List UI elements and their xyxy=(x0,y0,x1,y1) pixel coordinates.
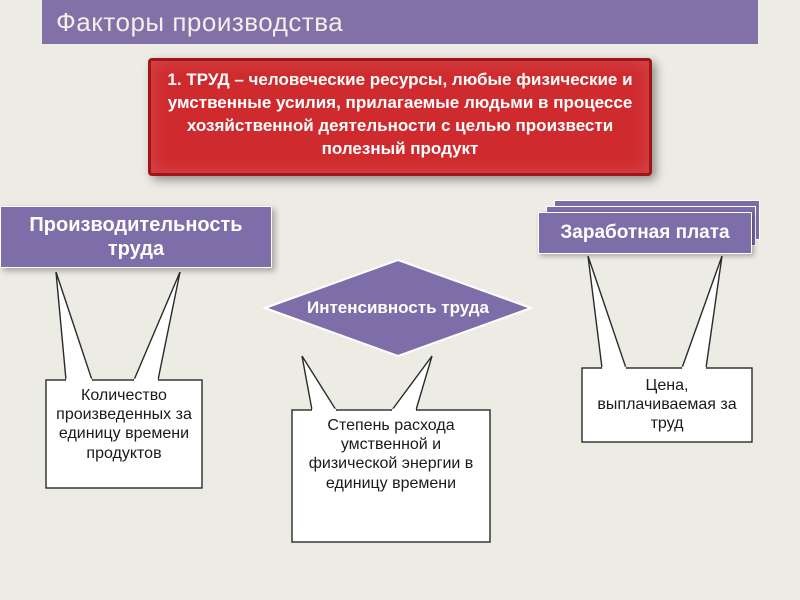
wage-box: Заработная плата xyxy=(538,212,752,254)
callout-quantity: Количество произведенных за единицу врем… xyxy=(38,268,238,508)
intensity-diamond: Интенсивность труда xyxy=(263,258,533,358)
labor-definition-box: 1. ТРУД – человеческие ресурсы, любые фи… xyxy=(148,58,652,176)
callout-expense: Степень расхода умственной и физической … xyxy=(282,356,522,566)
callout-price: Цена, выплачиваемая за труд xyxy=(564,250,784,480)
labor-rest: – человеческие ресурсы, любые физические… xyxy=(168,70,633,158)
intensity-label: Интенсивность труда xyxy=(263,258,533,358)
labor-lead: 1. ТРУД xyxy=(167,70,229,89)
page-title: Факторы производства xyxy=(42,0,758,44)
callout-price-text: Цена, выплачиваемая за труд xyxy=(588,376,746,434)
productivity-box: Производительность труда xyxy=(0,206,272,268)
callout-quantity-text: Количество произведенных за единицу врем… xyxy=(50,386,198,463)
callout-expense-text: Степень расхода умственной и физической … xyxy=(298,416,484,493)
wage-box-stack: Заработная плата xyxy=(538,200,762,254)
